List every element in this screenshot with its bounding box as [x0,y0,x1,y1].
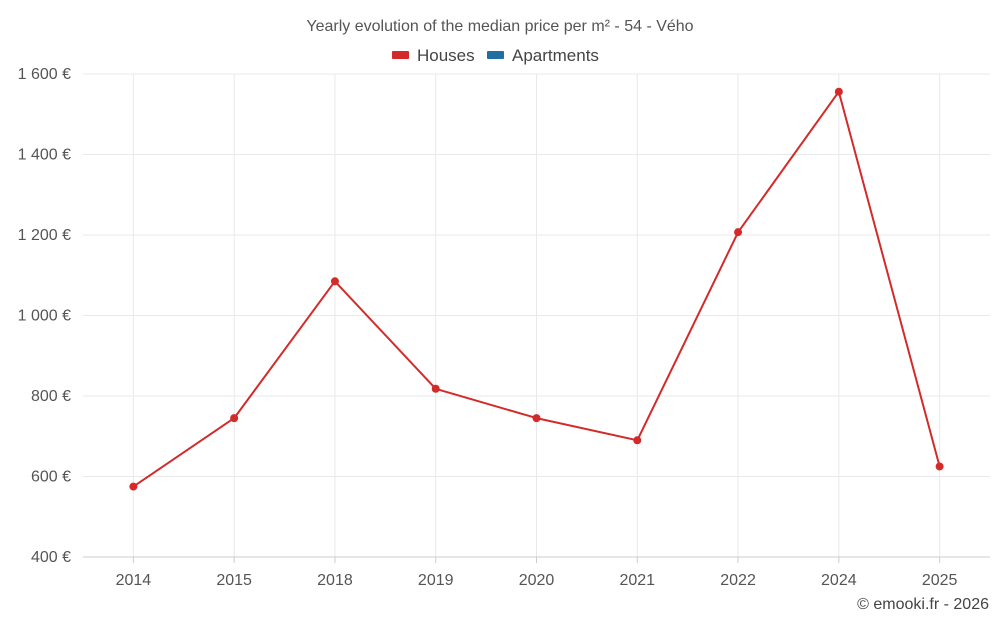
data-point-houses[interactable] [431,384,440,393]
y-tick-label: 1 200 € [18,227,71,244]
data-point-houses[interactable] [734,228,743,237]
x-tick-label: 2022 [720,572,756,589]
data-point-houses[interactable] [834,87,843,96]
x-tick-label: 2018 [317,572,353,589]
data-point-houses[interactable] [532,414,541,423]
x-axis: 2014 2015 2018 2019 2020 2021 2022 2024 2025 [83,556,990,589]
legend-label-houses: Houses [417,46,475,65]
y-tick-label: 600 € [31,469,71,486]
legend: Houses Apartments [392,46,599,65]
credit-text: © emooki.fr - 2026 [857,596,989,613]
x-tick-label: 2024 [821,572,857,589]
y-tick-label: 800 € [31,388,71,405]
legend-item-apartments[interactable]: Apartments [487,46,599,65]
legend-swatch-apartments [487,51,504,59]
x-tick-label: 2019 [418,572,454,589]
y-tick-label: 1 000 € [18,308,71,325]
legend-item-houses[interactable]: Houses [392,46,475,65]
series-houses [129,87,944,491]
x-tick-label: 2014 [116,572,152,589]
y-tick-label: 1 400 € [18,147,71,164]
data-point-houses[interactable] [230,414,239,423]
legend-swatch-houses [392,51,409,59]
data-point-houses[interactable] [129,482,138,491]
data-point-houses[interactable] [935,462,944,471]
x-tick-label: 2025 [922,572,958,589]
chart-title: Yearly evolution of the median price per… [306,18,693,35]
y-tick-label: 1 600 € [18,66,71,83]
y-tick-label: 400 € [31,549,71,566]
legend-label-apartments: Apartments [512,46,599,65]
x-tick-label: 2020 [519,572,555,589]
grid [83,73,990,557]
data-point-houses[interactable] [633,436,642,445]
data-point-houses[interactable] [330,277,339,286]
x-tick-label: 2015 [216,572,252,589]
y-axis: 400 € 600 € 800 € 1 000 € 1 200 € 1 400 € 1 60… [18,66,71,566]
x-tick-label: 2021 [619,572,655,589]
